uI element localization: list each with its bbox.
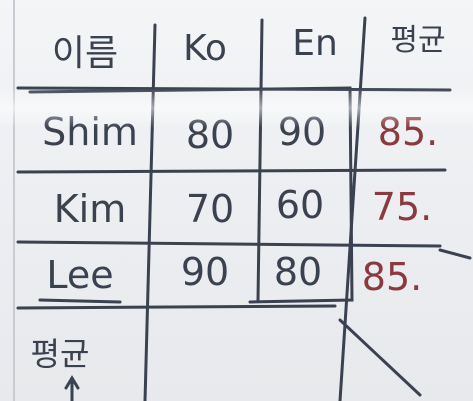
name-underline (38, 298, 122, 304)
row-ko: 90 (181, 250, 229, 294)
row-divider-1 (16, 168, 447, 174)
light-glare (0, 88, 473, 128)
row-divider-3 (16, 304, 337, 310)
header-en: En (292, 23, 338, 64)
header-row: 이름 Ko En 평균 (52, 23, 446, 74)
row-en: 60 (276, 183, 324, 227)
row-avg: 75. (372, 185, 432, 229)
row-ko: 70 (186, 187, 234, 231)
table-row: Lee 90 80 85. (46, 250, 422, 299)
avg-underline (438, 248, 472, 260)
row-en: 80 (274, 250, 322, 294)
col-divider-2 (256, 18, 264, 302)
header-ko: Ko (183, 28, 227, 69)
table-row: Kim 70 60 75. (54, 183, 432, 231)
row-name: Lee (46, 253, 113, 297)
diagonal-slash (338, 318, 422, 397)
row-avg: 85. (362, 255, 422, 299)
row-name: Kim (54, 187, 127, 231)
header-name: 이름 (52, 33, 118, 74)
arrow-icon (64, 375, 80, 390)
row-divider-2 (16, 240, 442, 248)
col-divider-1 (143, 23, 157, 401)
footer-avg-label: 평균 (31, 335, 90, 373)
header-avg: 평균 (390, 23, 445, 58)
